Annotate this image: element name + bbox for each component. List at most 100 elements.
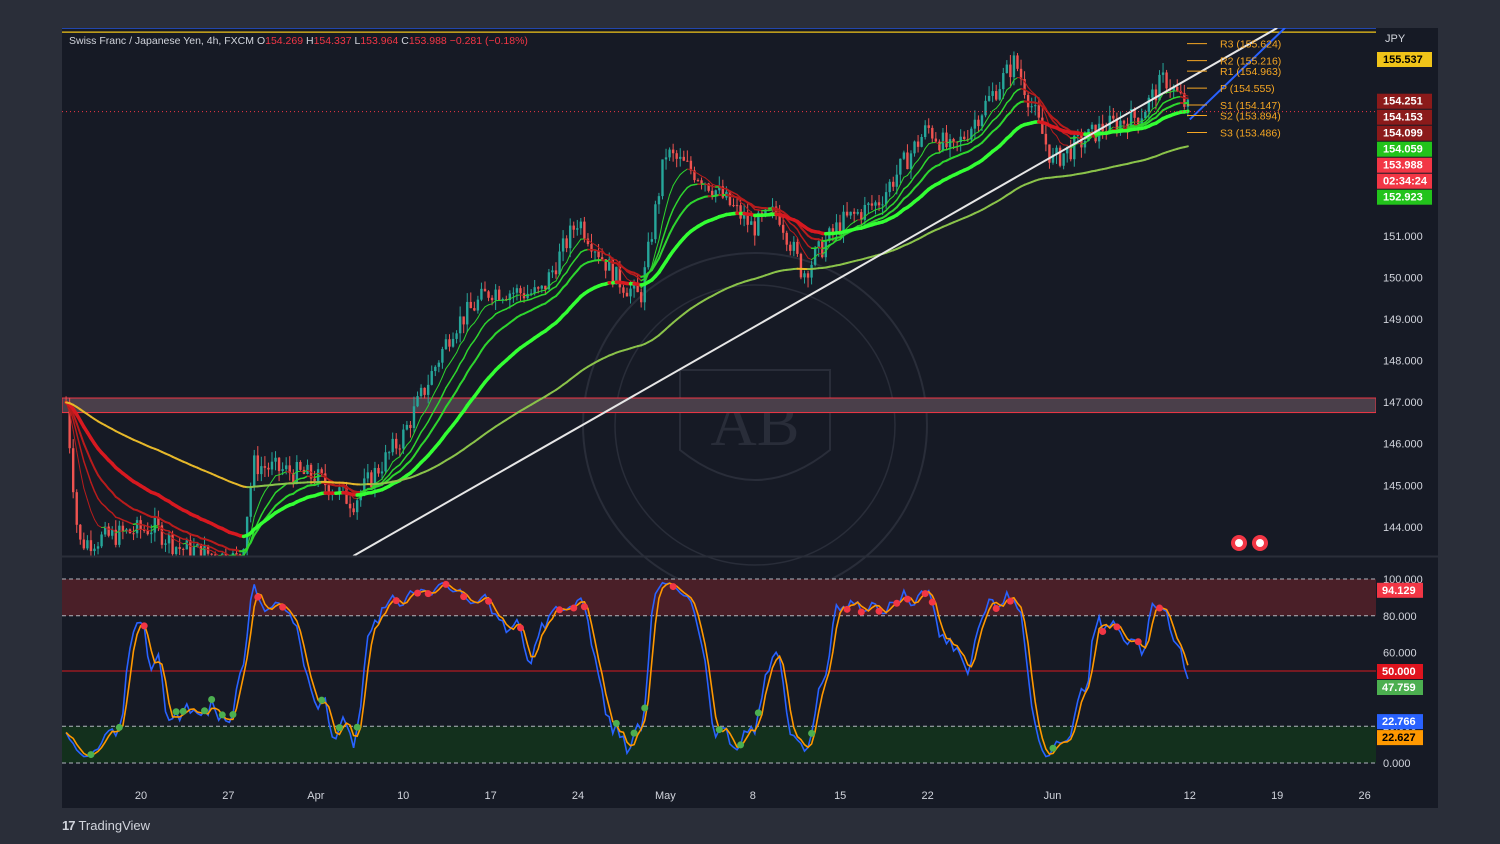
candle-body-123 — [501, 299, 504, 301]
ma-14-seg-170 — [665, 217, 671, 230]
pivot-label-5: S2 (153.894) — [1220, 111, 1281, 123]
ma-14-seg-97 — [406, 450, 412, 457]
ma-fast-seg-221 — [846, 223, 852, 229]
ma-fast-seg-38 — [196, 545, 202, 550]
ma-fast-seg-312 — [1169, 90, 1175, 93]
ma-fast-seg-133 — [534, 291, 539, 294]
bear-cross-dot-119 — [485, 597, 493, 605]
candle-body-5 — [82, 539, 86, 549]
ma-fast-seg-104 — [431, 390, 436, 399]
time-tick-12: 12 — [1184, 790, 1196, 802]
ma-14-seg-194 — [750, 204, 756, 211]
candle-body-312 — [1172, 86, 1175, 91]
ma-fast-seg-280 — [1056, 135, 1061, 143]
ma-fast-seg-125 — [505, 298, 511, 301]
candle-body-151 — [600, 257, 604, 260]
candle-body-153 — [608, 259, 611, 271]
ma-22-seg-265 — [1002, 114, 1008, 122]
candle-body-308 — [1158, 74, 1161, 101]
candle-body-119 — [487, 291, 490, 298]
candle-body-146 — [583, 221, 586, 239]
bear-cross-dot-266 — [1006, 597, 1014, 605]
ma-fast-seg-288 — [1084, 139, 1089, 144]
ma-fast-seg-307 — [1151, 106, 1157, 110]
ma-fast-seg-276 — [1041, 106, 1047, 117]
ma-fast-seg-315 — [1180, 90, 1185, 96]
ma-fast-seg-89 — [377, 478, 383, 482]
bull-cross-dot-190 — [737, 741, 745, 749]
ma-14-seg-139 — [555, 281, 561, 288]
chart-pane[interactable] — [62, 28, 1438, 808]
candle-body-206 — [796, 241, 799, 254]
candle-body-209 — [806, 273, 810, 278]
ma-14-seg-264 — [998, 107, 1005, 115]
ma-fast-seg-309 — [1158, 93, 1164, 101]
candle-body-131 — [529, 293, 533, 295]
ma-fast-seg-302 — [1134, 121, 1139, 123]
candle-body-133 — [537, 287, 540, 289]
candle-body-161 — [636, 282, 639, 293]
candle-body-270 — [1023, 79, 1026, 96]
candle-body-45 — [224, 553, 228, 556]
ma-14-seg-144 — [572, 256, 579, 263]
currency-label[interactable]: JPY — [1385, 33, 1406, 45]
candle-body-194 — [753, 221, 756, 236]
ma-14-seg-274 — [1034, 94, 1040, 100]
ma-fast-seg-99 — [413, 424, 419, 434]
ma-14-seg-232 — [885, 205, 891, 212]
osc-tag-label-3: 22.766 — [1382, 716, 1416, 728]
ma-fast-seg-305 — [1144, 114, 1150, 120]
price-tick-4: 148.000 — [1383, 356, 1423, 368]
tradingview-brand[interactable]: 17 TradingView — [62, 818, 150, 833]
candle-body-175 — [686, 160, 689, 162]
ma-fast-seg-166 — [651, 252, 656, 267]
candle-body-241 — [920, 136, 923, 147]
ma-fast-seg-15 — [115, 530, 120, 534]
candle-body-33 — [182, 548, 185, 550]
ma-fast-seg-32 — [175, 539, 181, 543]
ma-fast-seg-173 — [676, 174, 681, 181]
symbol-title[interactable]: Swiss Franc / Japanese Yen, 4h, FXCM — [69, 35, 255, 47]
ma-fast-seg-239 — [910, 163, 916, 172]
ma-fast-seg-207 — [796, 237, 802, 247]
ma-fast-seg-139 — [555, 273, 561, 282]
candle-body-25 — [153, 517, 157, 533]
ma-14-seg-142 — [565, 265, 571, 274]
ma-14-seg-266 — [1006, 98, 1012, 104]
resistance-zone — [62, 397, 1376, 414]
ma-fast-seg-241 — [917, 154, 923, 161]
candle-body-183 — [714, 190, 717, 197]
ma-fast-seg-213 — [818, 253, 823, 255]
candle-body-31 — [174, 547, 178, 555]
ma-fast-seg-182 — [708, 180, 713, 185]
ma-22-seg-171 — [668, 225, 675, 235]
candle-body-63 — [288, 465, 291, 474]
candle-body-136 — [547, 272, 551, 290]
pivot-label-6: S3 (153.486) — [1220, 128, 1281, 140]
candle-body-230 — [881, 204, 884, 206]
candle-body-279 — [1055, 147, 1058, 155]
ma-fast-seg-27 — [157, 526, 163, 532]
candle-body-245 — [934, 138, 938, 142]
candle-body-283 — [1069, 146, 1072, 160]
candle-body-113 — [466, 301, 469, 325]
candle-body-228 — [874, 202, 877, 206]
candle-body-307 — [1154, 89, 1158, 101]
candle-body-139 — [558, 251, 561, 275]
candle-body-276 — [1044, 133, 1048, 145]
ma-fast-seg-110 — [452, 352, 458, 359]
ma-14-seg-9 — [93, 490, 99, 500]
price-tag-4 — [1377, 141, 1432, 157]
candle-body-110 — [455, 333, 458, 339]
candle-body-250 — [952, 139, 955, 142]
price-tag-2 — [1377, 109, 1432, 125]
candle-body-295 — [1112, 115, 1115, 119]
candle-body-88 — [377, 467, 380, 474]
candle-body-304 — [1144, 111, 1147, 119]
ma-fast-seg-142 — [566, 253, 571, 263]
candle-body-19 — [132, 533, 135, 535]
candle-body-192 — [746, 213, 749, 225]
ma-22-seg-104 — [430, 423, 437, 432]
ma-22-seg-106 — [437, 412, 444, 421]
